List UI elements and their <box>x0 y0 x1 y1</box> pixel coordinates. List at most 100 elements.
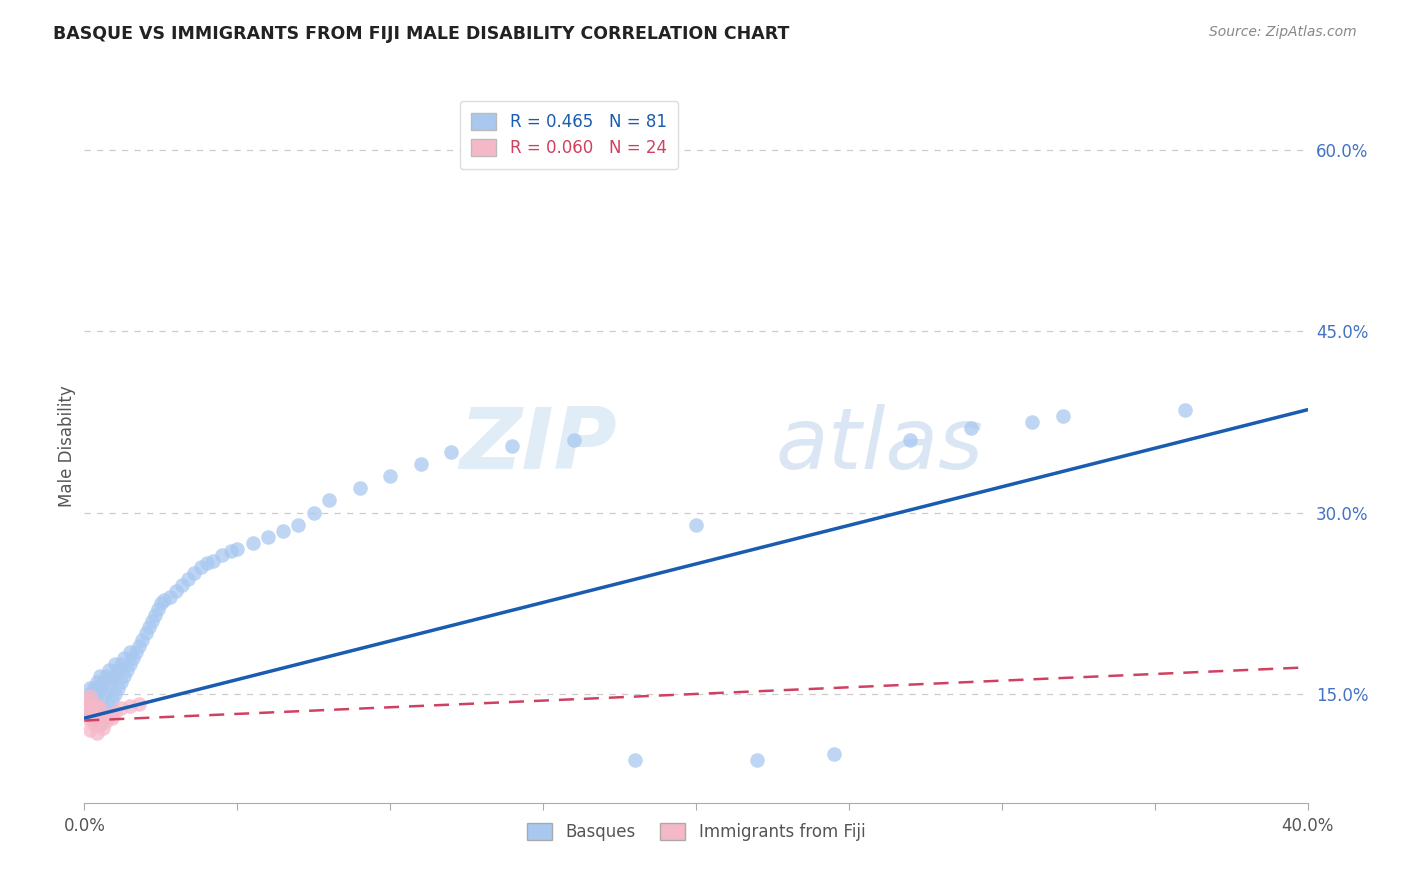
Point <box>86 674 108 689</box>
Point <box>153 592 176 607</box>
Point <box>172 578 194 592</box>
Point <box>440 445 463 459</box>
Point <box>83 693 105 707</box>
Point <box>112 650 135 665</box>
Point <box>287 517 309 532</box>
Point <box>97 677 120 691</box>
Point <box>960 421 983 435</box>
Point <box>131 632 153 647</box>
Point <box>89 681 111 695</box>
Point <box>271 524 294 538</box>
Point <box>79 699 101 714</box>
Point <box>242 535 264 549</box>
Point <box>79 723 101 738</box>
Text: BASQUE VS IMMIGRANTS FROM FIJI MALE DISABILITY CORRELATION CHART: BASQUE VS IMMIGRANTS FROM FIJI MALE DISA… <box>53 25 790 43</box>
Point <box>562 433 585 447</box>
Point <box>79 690 101 704</box>
Point <box>94 714 117 728</box>
Point <box>97 708 120 723</box>
Point <box>149 596 172 610</box>
Point <box>135 626 157 640</box>
Point <box>211 548 233 562</box>
Point <box>76 711 98 725</box>
Point <box>79 699 101 714</box>
Point <box>120 645 142 659</box>
Point <box>91 721 114 735</box>
Point <box>349 481 371 495</box>
Point <box>120 657 142 671</box>
Point <box>107 681 129 695</box>
Point <box>89 701 111 715</box>
Point <box>91 711 114 725</box>
Point <box>409 457 432 471</box>
Point <box>110 657 132 671</box>
Point <box>76 701 98 715</box>
Point <box>76 693 98 707</box>
Point <box>104 669 127 683</box>
Text: atlas: atlas <box>776 404 983 488</box>
Point <box>219 544 242 558</box>
Point <box>86 725 108 739</box>
Point <box>190 560 212 574</box>
Point <box>86 687 108 701</box>
Point <box>104 657 127 671</box>
Point <box>89 669 111 683</box>
Point <box>104 705 127 719</box>
Point <box>91 690 114 704</box>
Point <box>79 687 101 701</box>
Point <box>83 681 105 695</box>
Point <box>110 701 132 715</box>
Point <box>97 699 120 714</box>
Point <box>89 699 111 714</box>
Text: Source: ZipAtlas.com: Source: ZipAtlas.com <box>1209 25 1357 39</box>
Point <box>86 705 108 719</box>
Point <box>141 615 163 629</box>
Point <box>94 684 117 698</box>
Point <box>101 673 124 687</box>
Point <box>76 693 98 707</box>
Point <box>89 717 111 731</box>
Point <box>110 674 132 689</box>
Point <box>201 554 224 568</box>
Point <box>89 717 111 731</box>
Point <box>101 693 124 707</box>
Point <box>502 439 524 453</box>
Point <box>318 493 340 508</box>
Point <box>79 681 101 695</box>
Point <box>226 541 249 556</box>
Point <box>101 711 124 725</box>
Point <box>146 602 169 616</box>
Text: ZIP: ZIP <box>458 404 616 488</box>
Point <box>159 590 181 604</box>
Point <box>122 650 145 665</box>
Point <box>107 663 129 677</box>
Point <box>165 584 187 599</box>
Point <box>83 697 105 711</box>
Point <box>94 705 117 719</box>
Point <box>104 687 127 701</box>
Point <box>138 620 160 634</box>
Point <box>79 708 101 723</box>
Point <box>128 639 150 653</box>
Point <box>302 506 325 520</box>
Point <box>86 711 108 725</box>
Point <box>128 697 150 711</box>
Point <box>83 717 105 731</box>
Point <box>115 663 138 677</box>
Point <box>1021 415 1043 429</box>
Point <box>380 469 402 483</box>
Point <box>97 663 120 677</box>
Point <box>94 669 117 683</box>
Point <box>624 754 647 768</box>
Point <box>183 566 205 580</box>
Point <box>83 711 105 725</box>
Point <box>143 608 166 623</box>
Point <box>747 754 769 768</box>
Point <box>120 699 142 714</box>
Point <box>83 705 105 719</box>
Point <box>177 572 200 586</box>
Point <box>685 517 707 532</box>
Point <box>91 711 114 725</box>
Point <box>91 674 114 689</box>
Point <box>1174 402 1197 417</box>
